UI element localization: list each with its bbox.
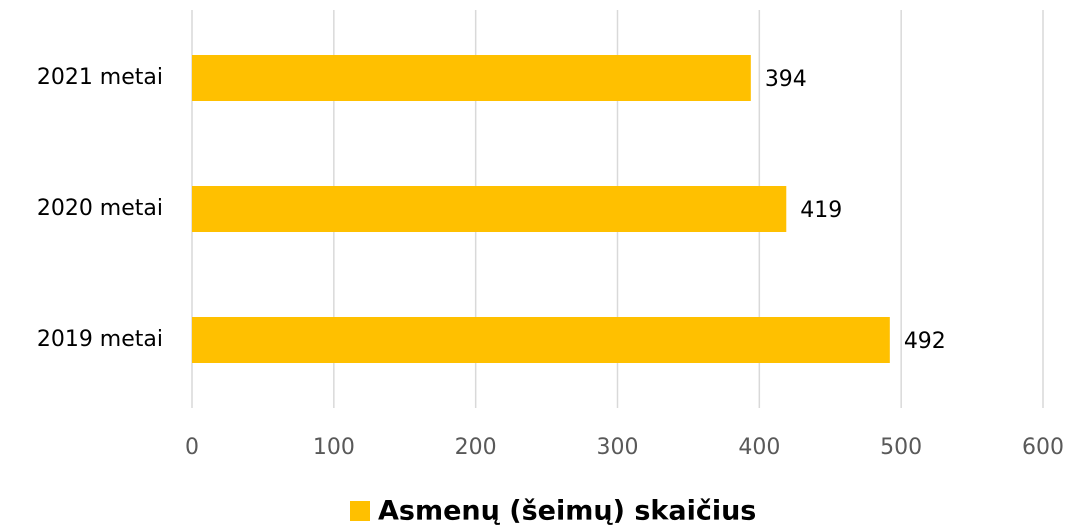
x-tick-label: 200 <box>455 435 497 460</box>
x-tick-label: 100 <box>313 435 355 460</box>
x-tick-label: 400 <box>738 435 780 460</box>
y-tick-label: 2020 metai <box>37 196 163 221</box>
bar <box>192 55 751 101</box>
data-label: 492 <box>904 329 946 354</box>
legend-swatch <box>350 501 370 521</box>
data-label: 394 <box>765 67 807 92</box>
y-tick-label: 2021 metai <box>37 65 163 90</box>
data-label: 419 <box>800 198 842 223</box>
legend-label: Asmenų (šeimų) skaičius <box>378 496 756 527</box>
y-tick-label: 2019 metai <box>37 327 163 352</box>
x-tick-label: 600 <box>1022 435 1064 460</box>
bar <box>192 186 787 232</box>
x-tick-label: 500 <box>880 435 922 460</box>
bar <box>192 317 890 363</box>
x-tick-label: 0 <box>185 435 199 460</box>
x-tick-label: 300 <box>597 435 639 460</box>
